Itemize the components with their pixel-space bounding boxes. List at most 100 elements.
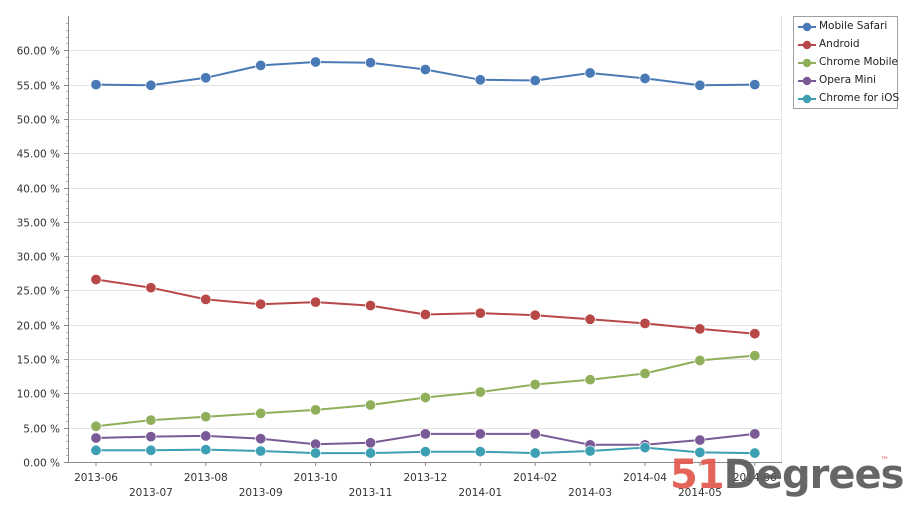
legend-item: Chrome Mobile <box>794 55 898 71</box>
data-point <box>694 323 706 335</box>
data-point <box>200 411 212 423</box>
data-point <box>200 293 212 305</box>
y-tick-label: 5.00 % <box>23 424 60 436</box>
y-tick-label: 30.00 % <box>17 252 60 264</box>
data-point <box>310 404 322 416</box>
data-point <box>90 273 102 285</box>
legend-item: Opera Mini <box>794 73 898 89</box>
data-point <box>474 446 486 458</box>
data-point <box>200 444 212 456</box>
data-point <box>694 446 706 458</box>
legend-marker-icon <box>798 40 816 50</box>
data-point <box>364 300 376 312</box>
data-point <box>145 282 157 294</box>
data-point <box>90 444 102 456</box>
data-point <box>529 378 541 390</box>
data-point <box>529 309 541 321</box>
data-point <box>749 428 761 440</box>
data-point <box>419 446 431 458</box>
data-point <box>749 328 761 340</box>
brand-logo-trademark: ™ <box>880 456 889 466</box>
legend-marker-icon <box>798 76 816 86</box>
data-point <box>310 56 322 68</box>
data-point <box>749 79 761 91</box>
data-point <box>584 67 596 79</box>
y-tick-label: 60.00 % <box>17 46 60 58</box>
data-point <box>310 447 322 459</box>
x-tick-label: 2014-04 <box>623 472 667 484</box>
data-point <box>255 298 267 310</box>
data-point <box>529 74 541 86</box>
data-point <box>255 445 267 457</box>
x-tick-label: 2013-10 <box>294 472 338 484</box>
x-tick-label: 2013-12 <box>403 472 447 484</box>
x-tick-label: 2013-11 <box>349 487 393 499</box>
data-point <box>584 313 596 325</box>
data-point <box>200 430 212 442</box>
data-point <box>694 354 706 366</box>
data-point <box>639 317 651 329</box>
data-point <box>145 414 157 426</box>
legend-label: Opera Mini <box>819 74 877 86</box>
x-tick-label: 2013-07 <box>129 487 173 499</box>
x-tick-label: 2013-09 <box>239 487 283 499</box>
y-tick-label: 50.00 % <box>17 115 60 127</box>
data-point <box>474 74 486 86</box>
data-point <box>145 431 157 443</box>
data-point <box>364 57 376 69</box>
legend-item: Android <box>794 37 898 53</box>
data-point <box>419 308 431 320</box>
legend-item: Mobile Safari <box>794 19 898 35</box>
data-point <box>90 79 102 91</box>
data-point <box>255 407 267 419</box>
data-point <box>364 447 376 459</box>
y-tick-label: 0.00 % <box>23 458 60 470</box>
brand-logo-number: 51 <box>670 452 725 498</box>
data-point <box>529 428 541 440</box>
data-point <box>474 307 486 319</box>
brand-logo-word: Degrees <box>723 452 905 498</box>
y-tick-label: 10.00 % <box>17 389 60 401</box>
data-point <box>419 428 431 440</box>
data-point <box>255 433 267 445</box>
data-point <box>529 447 541 459</box>
data-point <box>90 420 102 432</box>
data-point <box>639 367 651 379</box>
data-point <box>639 442 651 454</box>
data-point <box>474 386 486 398</box>
x-tick-label: 2014-02 <box>513 472 557 484</box>
y-tick-label: 20.00 % <box>17 321 60 333</box>
legend-label: Android <box>819 38 860 50</box>
y-tick-label: 25.00 % <box>17 286 60 298</box>
data-point <box>200 72 212 84</box>
data-point <box>364 437 376 449</box>
series-line <box>95 354 755 428</box>
data-point <box>474 428 486 440</box>
data-point <box>694 434 706 446</box>
data-point <box>749 447 761 459</box>
y-tick-label: 45.00 % <box>17 149 60 161</box>
legend-label: Chrome Mobile <box>819 56 898 68</box>
y-tick-label: 35.00 % <box>17 218 60 230</box>
data-point <box>145 79 157 91</box>
x-tick-label: 2014-06 <box>733 472 777 484</box>
legend-item: Chrome for iOS <box>794 91 900 107</box>
data-point <box>419 392 431 404</box>
x-tick-label: 2013-06 <box>74 472 118 484</box>
legend-label: Chrome for iOS <box>819 92 900 104</box>
x-tick-label: 2014-05 <box>678 487 722 499</box>
data-point <box>90 432 102 444</box>
data-point <box>419 64 431 76</box>
data-point <box>639 72 651 84</box>
legend-marker-icon <box>798 58 816 68</box>
data-point <box>584 445 596 457</box>
legend-label: Mobile Safari <box>819 20 888 32</box>
brand-logo: 51Degrees ™ <box>670 452 905 498</box>
x-tick-label: 2014-01 <box>458 487 502 499</box>
legend-marker-icon <box>798 94 816 104</box>
data-point <box>145 444 157 456</box>
data-point <box>584 374 596 386</box>
data-point <box>694 79 706 91</box>
y-tick-label: 55.00 % <box>17 81 60 93</box>
